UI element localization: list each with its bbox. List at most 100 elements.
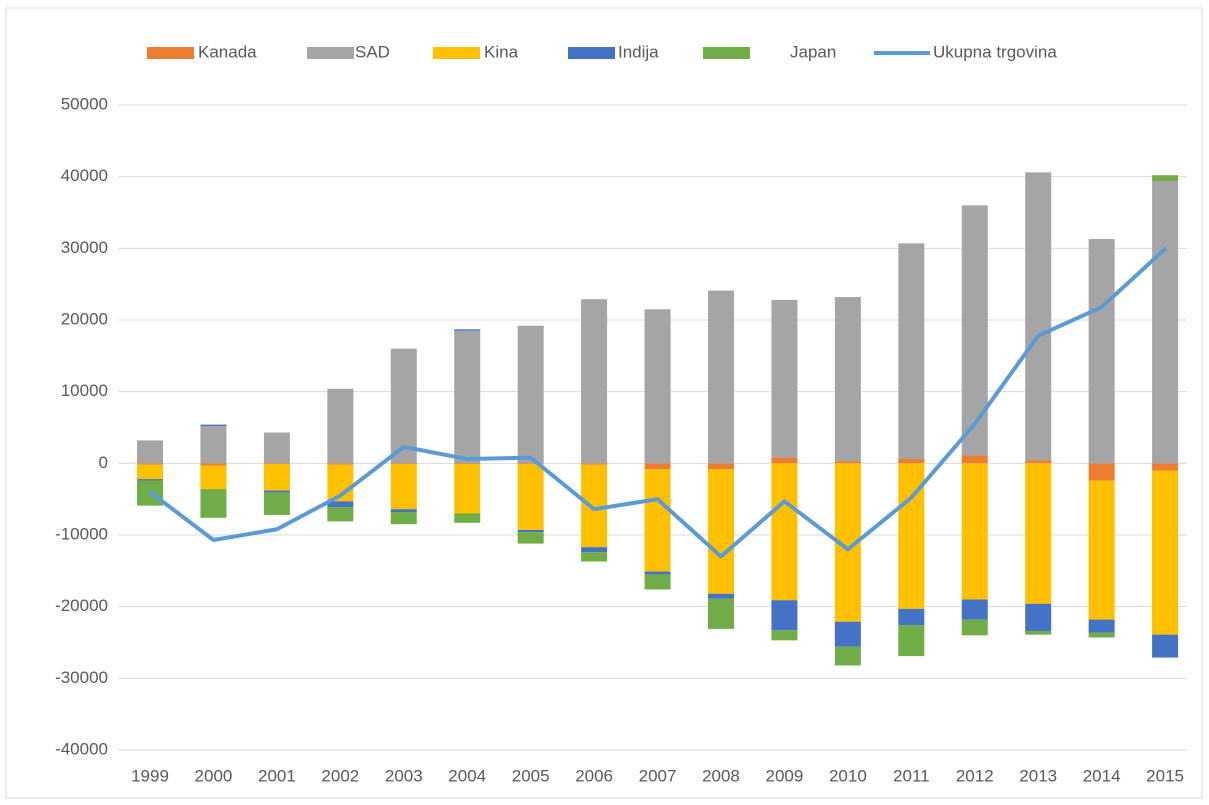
- bar: [1152, 180, 1179, 464]
- bar: [581, 547, 608, 553]
- bar: [1152, 463, 1179, 471]
- bar: [834, 646, 861, 666]
- bar: [1152, 634, 1179, 658]
- bar: [834, 461, 861, 464]
- bar: [454, 330, 481, 464]
- bar: [834, 621, 861, 647]
- bar: [454, 464, 481, 514]
- bar: [898, 608, 925, 626]
- y-tick-label: -30000: [55, 668, 108, 687]
- bar: [961, 455, 988, 464]
- bar: [137, 440, 164, 464]
- bar: [961, 619, 988, 636]
- bar: [1088, 619, 1115, 633]
- bar: [1025, 460, 1052, 464]
- bar: [327, 388, 354, 464]
- bar: [898, 625, 925, 657]
- legend-swatch: [568, 47, 615, 59]
- bar: [1152, 470, 1179, 635]
- y-tick-label: 20000: [61, 309, 108, 328]
- legend-label: SAD: [355, 42, 390, 61]
- bar: [517, 325, 544, 464]
- bar: [707, 469, 734, 594]
- bar: [263, 492, 290, 515]
- y-tick-label: 50000: [61, 94, 108, 113]
- bar: [517, 464, 544, 530]
- bar: [517, 532, 544, 544]
- bar: [263, 490, 290, 493]
- bar: [644, 469, 671, 572]
- bar: [390, 464, 417, 510]
- legend-swatch: [433, 47, 480, 59]
- y-tick-label: 30000: [61, 238, 108, 257]
- y-tick-label: 40000: [61, 166, 108, 185]
- bar: [644, 309, 671, 464]
- y-tick-label: -20000: [55, 596, 108, 615]
- bar: [771, 457, 798, 464]
- bar: [898, 459, 925, 464]
- y-tick-label: 10000: [61, 381, 108, 400]
- bar: [390, 348, 417, 464]
- bar: [1025, 631, 1052, 635]
- x-tick-label: 2011: [893, 766, 930, 785]
- bar: [454, 513, 481, 523]
- bar: [390, 509, 417, 513]
- x-tick-label: 2007: [639, 766, 677, 785]
- bar: [263, 432, 290, 464]
- x-tick-label: 2006: [575, 766, 613, 785]
- x-tick-label: 2012: [956, 766, 994, 785]
- bar: [1025, 172, 1052, 461]
- legend-swatch: [147, 47, 194, 59]
- x-tick-label: 1999: [131, 766, 169, 785]
- bar: [390, 463, 417, 465]
- bar: [771, 463, 798, 601]
- x-tick-label: 2013: [1019, 766, 1057, 785]
- bar: [834, 297, 861, 462]
- bar: [898, 243, 925, 460]
- bar: [200, 424, 227, 427]
- bar: [263, 463, 290, 465]
- bar: [327, 463, 354, 465]
- bar: [707, 593, 734, 599]
- bar: [581, 463, 608, 465]
- bar: [1088, 239, 1115, 464]
- legend-label: Japan: [790, 42, 836, 61]
- bar: [1025, 603, 1052, 632]
- x-tick-label: 2005: [512, 766, 550, 785]
- legend-label: Kina: [484, 42, 519, 61]
- bar: [961, 205, 988, 456]
- bar: [200, 426, 227, 464]
- bar: [137, 463, 164, 465]
- bar: [771, 299, 798, 458]
- bar: [707, 463, 734, 470]
- bar: [517, 529, 544, 533]
- legend-label: Indija: [618, 42, 659, 61]
- legend-swatch: [307, 47, 354, 59]
- x-tick-label: 2009: [766, 766, 804, 785]
- bar: [707, 598, 734, 629]
- x-tick-label: 2010: [829, 766, 867, 785]
- bar: [263, 464, 290, 491]
- bar: [771, 630, 798, 641]
- x-tick-label: 2003: [385, 766, 423, 785]
- legend-label: Kanada: [198, 42, 257, 61]
- x-tick-label: 2014: [1083, 766, 1121, 785]
- bar: [1088, 632, 1115, 638]
- bar: [137, 464, 164, 480]
- bar: [327, 501, 354, 508]
- bar: [581, 299, 608, 464]
- bar: [517, 463, 544, 465]
- y-tick-label: -40000: [55, 739, 108, 758]
- bar: [961, 463, 988, 600]
- bar: [1025, 463, 1052, 604]
- legend-swatch: [703, 47, 750, 59]
- bar: [1088, 480, 1115, 620]
- bar: [707, 290, 734, 464]
- bar: [961, 599, 988, 620]
- x-tick-label: 2015: [1146, 766, 1184, 785]
- bar: [454, 463, 481, 465]
- bar: [1088, 463, 1115, 481]
- x-tick-label: 2000: [195, 766, 233, 785]
- bar: [644, 463, 671, 470]
- x-tick-label: 2002: [321, 766, 359, 785]
